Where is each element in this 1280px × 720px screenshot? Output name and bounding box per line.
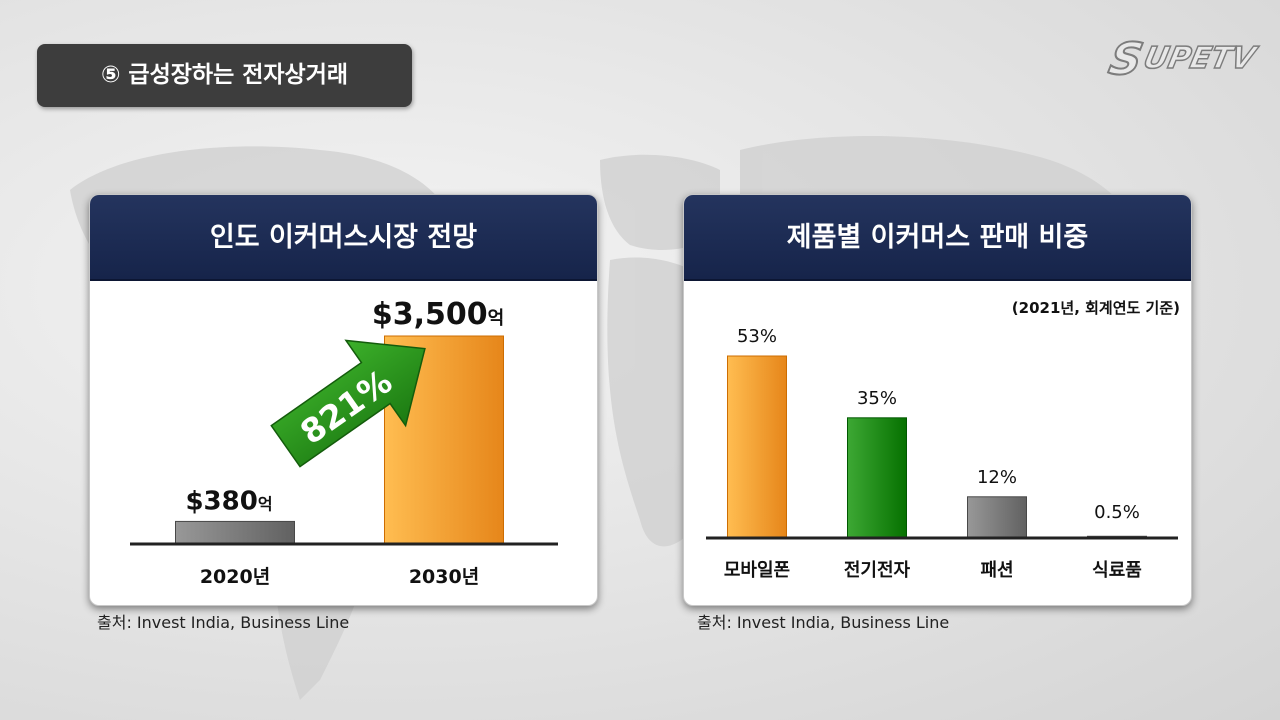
share-category-label-1: 전기전자 <box>844 560 911 581</box>
share-value-label-3: 0.5% <box>1094 502 1140 523</box>
market-category-label-1: 2030년 <box>409 566 479 588</box>
product-share-title: 제품별 이커머스 판매 비중 <box>684 195 1191 281</box>
share-value-label-2: 12% <box>977 467 1017 488</box>
market-value-label-0: $380억 <box>185 486 272 516</box>
share-value-label-0: 53% <box>737 326 777 347</box>
share-category-label-0: 모바일폰 <box>724 560 790 581</box>
share-bar-2 <box>967 496 1027 539</box>
source-right: 출처: Invest India, Business Line <box>697 613 950 632</box>
share-bar-0 <box>727 355 787 539</box>
source-left: 출처: Invest India, Business Line <box>97 613 350 632</box>
market-category-label-0: 2020년 <box>200 566 270 588</box>
market-forecast-panel: 인도 이커머스시장 전망 $380억 2020년 $3,500억 2030년 821% <box>89 194 598 606</box>
svg-text:S: S <box>1105 34 1147 84</box>
product-share-panel: 제품별 이커머스 판매 비중 (2021년, 회계연도 기준) 53% 모바일폰 35… <box>683 194 1192 606</box>
market-forecast-title: 인도 이커머스시장 전망 <box>90 195 597 281</box>
market-bar-0 <box>175 520 295 545</box>
share-subtitle: (2021년, 회계연도 기준) <box>1012 299 1180 317</box>
supetv-logo: S UPETV <box>1104 33 1262 85</box>
product-share-chart: (2021년, 회계연도 기준) 53% 모바일폰 35% 전기전자 12% 패션 0.5% 식… <box>706 299 1180 581</box>
page-title: ⑤ 급성장하는 전자상거래 <box>37 44 412 107</box>
share-bar-1 <box>847 417 907 539</box>
market-value-label-1: $3,500억 <box>372 297 504 332</box>
share-value-label-1: 35% <box>857 388 897 409</box>
share-category-label-3: 식료품 <box>1092 560 1142 581</box>
svg-text:UPETV: UPETV <box>1141 41 1261 76</box>
share-category-label-2: 패션 <box>980 560 1013 581</box>
